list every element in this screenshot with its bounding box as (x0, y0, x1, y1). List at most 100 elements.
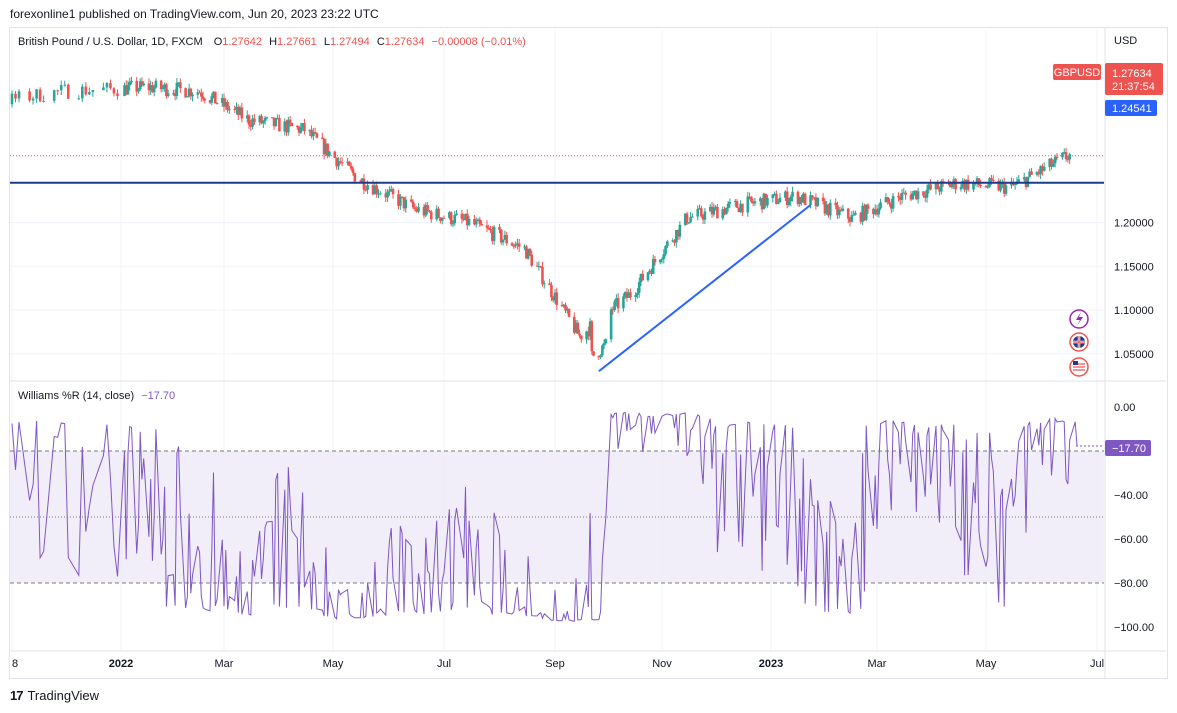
candle-body (712, 207, 716, 215)
candle-body (553, 292, 557, 301)
open-label: O (213, 36, 223, 48)
candle-body (512, 245, 516, 247)
candle-body (290, 122, 294, 127)
candle-body (462, 218, 465, 220)
candle-body (236, 106, 240, 115)
candle-body (877, 208, 881, 215)
candle-body (753, 201, 757, 204)
time-tick-label: May (323, 658, 344, 670)
candle-body (128, 82, 132, 86)
price-tick-label: 1.15000 (1114, 261, 1154, 273)
candle-body (751, 201, 755, 204)
low-value: 1.27494 (329, 36, 370, 48)
uk-flag-icon[interactable] (1069, 332, 1089, 352)
candle-body (360, 178, 364, 183)
candle-body (362, 178, 366, 190)
williams-value: −17.70 (141, 390, 176, 402)
candle-body (791, 191, 794, 197)
williams-axis[interactable]: 0.00 −40.00 −60.00 −80.00 −100.00 (1114, 402, 1154, 634)
candle-body (721, 209, 725, 219)
candle-body (526, 249, 530, 259)
candle-body (528, 249, 532, 255)
high-value: 1.27661 (277, 36, 317, 48)
candle-body (986, 186, 990, 188)
candle-body (854, 212, 857, 215)
candle-body (886, 197, 890, 203)
candle-body (588, 321, 592, 337)
candle-body (948, 182, 952, 188)
candle-body (487, 227, 491, 229)
candle-body (371, 185, 375, 195)
candle-body (189, 88, 193, 97)
candle-body (785, 191, 789, 205)
time-axis[interactable]: 8 2022 Mar May Jul Sep Nov 2023 Mar May Jul (12, 658, 1104, 670)
williams-tick-label: −80.00 (1114, 578, 1148, 590)
candle-body (866, 204, 870, 209)
candle-body (1066, 159, 1070, 161)
candle-body (173, 93, 177, 96)
candle-body (422, 207, 426, 216)
candle-body (653, 258, 657, 263)
candle-body (648, 270, 652, 273)
price-axis[interactable]: 1.20000 1.15000 1.10000 1.05000 (1114, 218, 1154, 361)
candle-body (1050, 158, 1053, 167)
candle-body (748, 196, 751, 198)
williams-title: Williams %R (14, close) (18, 390, 135, 402)
candle-body (348, 161, 351, 166)
candle-body (224, 101, 228, 107)
candle-body (140, 81, 144, 86)
time-tick-label: 8 (12, 658, 18, 670)
candle-body (696, 208, 700, 217)
candle-body (576, 322, 580, 334)
candle-body (551, 297, 555, 301)
candle-body (220, 97, 224, 103)
candle-body (800, 197, 803, 203)
candle-body (126, 85, 130, 95)
candle-body (708, 206, 712, 212)
candle-body (186, 96, 189, 98)
candle-body (203, 98, 207, 101)
candle-body (63, 84, 67, 86)
candle-body (562, 304, 566, 307)
candle-body (338, 161, 342, 163)
williams-legend[interactable]: Williams %R (14, close) −17.70 (18, 390, 175, 402)
candle-body (572, 316, 576, 333)
candle-body (733, 201, 737, 203)
candle-body (499, 229, 503, 243)
candle-body (796, 191, 800, 205)
candle-body (828, 202, 832, 216)
candle-body (689, 217, 692, 223)
candle-body (402, 197, 406, 209)
candle-body (112, 88, 116, 94)
candle-body (437, 208, 440, 218)
candle-body (196, 92, 200, 95)
candle-body (904, 192, 907, 195)
candle-body (1035, 172, 1039, 175)
candle-body (152, 87, 156, 93)
candle-body (303, 123, 306, 132)
us-flag-icon[interactable] (1069, 357, 1089, 377)
candle-body (834, 202, 837, 206)
candle-body (750, 196, 753, 202)
candle-body (1052, 163, 1055, 167)
williams-current-value: −17.70 (1112, 443, 1146, 455)
candle-body (400, 196, 404, 198)
candle-body (936, 182, 940, 190)
candle-body (641, 273, 645, 281)
trendline[interactable] (598, 204, 812, 373)
chart-frame[interactable] (9, 27, 1168, 679)
candle-body (364, 189, 368, 191)
candle-body (776, 202, 780, 204)
candle-body (578, 333, 581, 336)
candle-body (163, 84, 166, 88)
candle-body (38, 89, 42, 102)
symbol-legend[interactable]: British Pound / U.S. Dollar, 1D, FXCM O1… (18, 36, 526, 48)
footer-branding[interactable]: 17 TradingView (10, 688, 99, 703)
candle-body (975, 178, 979, 184)
candle-body (839, 209, 843, 211)
candle-body (597, 355, 601, 358)
lightning-icon[interactable] (1069, 309, 1089, 329)
candle-body (346, 161, 349, 163)
candle-body (673, 240, 676, 243)
